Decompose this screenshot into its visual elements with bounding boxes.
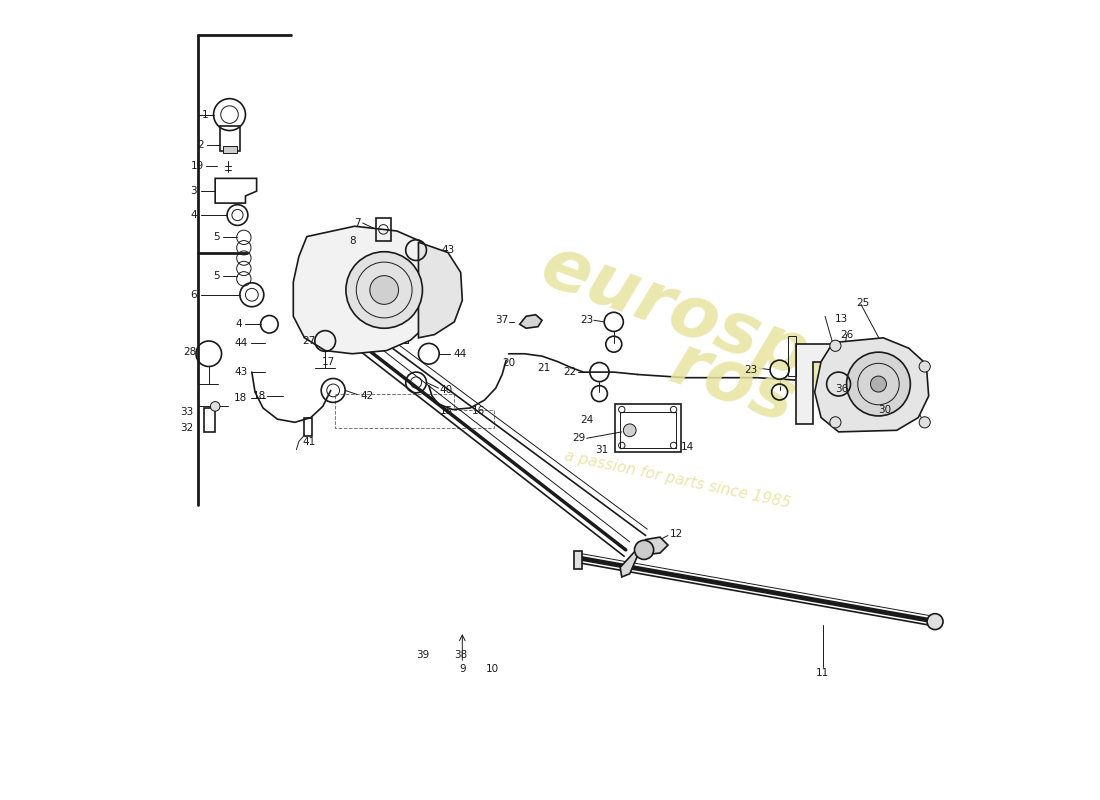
Polygon shape [216, 178, 256, 203]
Text: 9: 9 [459, 664, 465, 674]
Polygon shape [519, 314, 542, 328]
Bar [574, 551, 582, 569]
Text: 12: 12 [669, 529, 683, 539]
Text: 5: 5 [213, 270, 220, 281]
Text: 23: 23 [580, 315, 593, 326]
Text: 30: 30 [878, 405, 891, 414]
Circle shape [927, 614, 943, 630]
Text: 23: 23 [745, 365, 758, 374]
Text: 43: 43 [441, 245, 454, 255]
Bar [223, 146, 236, 153]
Polygon shape [339, 300, 386, 334]
Bar [220, 126, 240, 151]
Text: 4: 4 [235, 319, 242, 330]
Text: 33: 33 [180, 407, 194, 417]
Bar [788, 336, 795, 376]
Text: 6: 6 [190, 290, 197, 300]
Text: 25: 25 [856, 298, 869, 308]
Text: 21: 21 [537, 363, 550, 373]
Circle shape [635, 540, 653, 559]
Text: a passion for parts since 1985: a passion for parts since 1985 [563, 448, 792, 511]
Bar [615, 404, 681, 452]
Circle shape [829, 340, 842, 351]
Text: 41: 41 [302, 438, 316, 447]
Text: 39: 39 [416, 650, 429, 660]
Text: 22: 22 [563, 367, 576, 377]
Text: 10: 10 [486, 664, 499, 674]
Circle shape [829, 417, 842, 428]
Text: 18: 18 [252, 391, 265, 401]
Text: 11: 11 [816, 668, 829, 678]
Text: 8: 8 [349, 235, 355, 246]
Text: 28: 28 [183, 347, 196, 357]
Polygon shape [418, 242, 462, 338]
Text: 42: 42 [360, 391, 373, 401]
Bar [305, 418, 312, 436]
Bar [620, 412, 676, 448]
Polygon shape [294, 226, 439, 354]
Text: 44: 44 [234, 338, 248, 347]
Circle shape [345, 252, 422, 328]
Text: 43: 43 [234, 367, 248, 377]
Text: 19: 19 [191, 162, 205, 171]
Text: 7: 7 [354, 218, 361, 228]
Text: 31: 31 [595, 446, 608, 455]
Text: 16: 16 [472, 406, 485, 416]
Text: 13: 13 [835, 314, 848, 324]
Text: 36: 36 [835, 384, 848, 394]
Text: 26: 26 [840, 330, 854, 340]
Text: ros: ros [661, 330, 805, 438]
Text: eurospa: eurospa [531, 231, 864, 409]
Text: 14: 14 [681, 442, 694, 452]
Polygon shape [620, 537, 668, 577]
Polygon shape [795, 344, 835, 424]
Text: 24: 24 [580, 415, 593, 425]
Text: 27: 27 [302, 336, 316, 346]
Text: 3: 3 [190, 186, 197, 196]
Text: 38: 38 [454, 650, 467, 660]
Bar [204, 408, 216, 432]
Text: 37: 37 [495, 315, 509, 326]
Circle shape [920, 361, 931, 372]
Circle shape [920, 417, 931, 428]
Bar [376, 218, 390, 241]
Text: 17: 17 [321, 357, 336, 366]
Polygon shape [343, 300, 403, 328]
Text: 32: 32 [180, 423, 194, 433]
Circle shape [870, 376, 887, 392]
Text: 40: 40 [440, 386, 453, 395]
Polygon shape [815, 338, 928, 432]
Circle shape [370, 276, 398, 304]
Circle shape [624, 424, 636, 437]
Text: 2: 2 [198, 140, 205, 150]
Text: 18: 18 [234, 394, 248, 403]
Text: 4: 4 [190, 210, 197, 220]
Text: 29: 29 [572, 434, 585, 443]
Circle shape [210, 402, 220, 411]
Text: 44: 44 [453, 349, 466, 358]
Text: 15: 15 [440, 406, 453, 416]
Text: 5: 5 [213, 232, 220, 242]
Text: 20: 20 [502, 358, 515, 368]
Text: 1: 1 [202, 110, 209, 119]
Circle shape [847, 352, 911, 416]
